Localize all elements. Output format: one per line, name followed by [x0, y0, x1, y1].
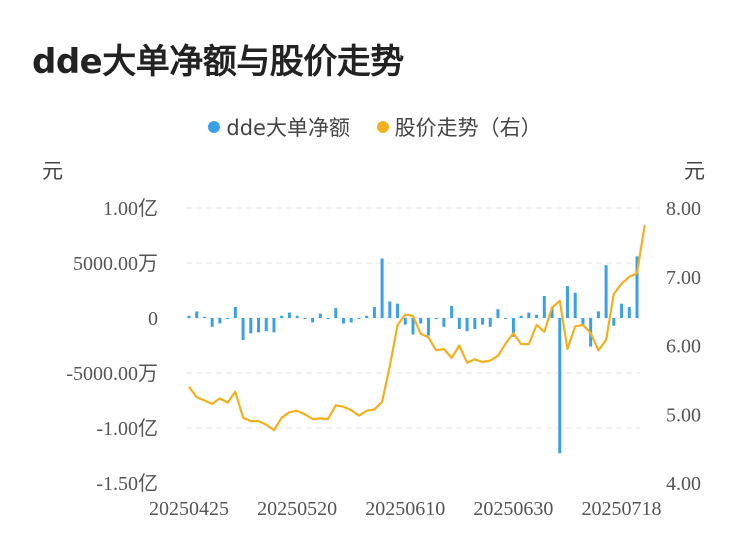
axis-labels: 1.00亿 5000.00万 0 -5000.00万 -1.00亿 -1.50亿 8.00 7…	[42, 159, 705, 520]
bar	[218, 318, 222, 324]
y-right-tick-label: 8.00	[666, 198, 701, 220]
grid-lines	[186, 207, 640, 429]
bar	[589, 318, 593, 347]
bar	[303, 318, 307, 319]
bar	[542, 296, 546, 318]
bar	[372, 307, 376, 318]
bar	[535, 314, 539, 318]
bar	[419, 318, 423, 324]
x-tick-label: 20250425	[149, 498, 229, 520]
bar	[349, 318, 353, 323]
bar	[558, 318, 562, 454]
y-left-tick-label: 5000.00万	[73, 253, 158, 275]
bar	[627, 307, 631, 318]
bar	[596, 311, 600, 318]
bar	[396, 303, 400, 318]
bar	[620, 303, 624, 318]
bar	[210, 318, 214, 327]
bar	[187, 315, 191, 318]
bar	[573, 292, 577, 318]
bar	[257, 318, 261, 333]
bar	[233, 307, 237, 318]
bar	[434, 318, 438, 319]
bar	[527, 312, 531, 318]
bar	[380, 258, 384, 318]
legend-item-price[interactable]: 股价走势（右）	[376, 112, 542, 142]
bar	[604, 265, 608, 318]
bar	[403, 318, 407, 325]
bar	[426, 318, 430, 336]
legend-label-dde: dde大单净额	[226, 116, 350, 140]
y-left-tick-label: -1.00亿	[96, 417, 158, 440]
bar	[388, 301, 392, 318]
bar	[565, 286, 569, 318]
bar	[318, 313, 322, 318]
bar	[341, 318, 345, 324]
bar	[202, 316, 206, 318]
y-right-unit: 元	[684, 159, 705, 183]
bar	[287, 312, 291, 318]
bar	[481, 318, 485, 325]
bar	[504, 318, 508, 319]
bar-series	[187, 256, 639, 454]
y-left-unit: 元	[42, 159, 63, 183]
y-right-tick-label: 5.00	[666, 404, 701, 426]
bar	[249, 318, 253, 334]
legend-item-dde[interactable]: dde大单净额	[208, 112, 350, 142]
bar	[280, 315, 284, 318]
bar	[272, 318, 276, 333]
bar	[612, 318, 616, 326]
bar	[511, 318, 515, 337]
bar	[442, 318, 446, 327]
bar	[357, 318, 361, 319]
bar	[334, 308, 338, 318]
y-right-tick-label: 6.00	[666, 336, 701, 358]
bar	[241, 318, 245, 340]
bar	[411, 318, 415, 335]
bar	[195, 311, 199, 318]
y-left-tick-label: 0	[148, 308, 158, 330]
bar	[519, 315, 523, 318]
line-series	[188, 225, 646, 432]
bar	[326, 318, 330, 320]
bar	[496, 309, 500, 318]
bar	[550, 307, 554, 318]
x-tick-label: 20250630	[473, 498, 553, 520]
legend-label-price: 股价走势（右）	[394, 116, 542, 140]
legend-dot-price	[376, 121, 389, 133]
bar	[264, 318, 268, 332]
bar	[488, 318, 492, 327]
y-left-tick-label: -1.50亿	[96, 472, 158, 495]
bar	[365, 315, 369, 318]
y-right-tick-label: 7.00	[666, 267, 701, 289]
bar	[295, 315, 299, 318]
bar	[465, 318, 469, 332]
x-tick-label: 20250610	[365, 498, 445, 520]
y-left-tick-label: 1.00亿	[103, 197, 158, 220]
legend: dde大单净额 股价走势（右）	[0, 112, 750, 142]
y-right-tick-label: 4.00	[666, 473, 701, 495]
legend-dot-dde	[208, 121, 221, 133]
bar	[635, 256, 639, 318]
y-left-tick-label: -5000.00万	[66, 363, 158, 385]
bar	[581, 318, 585, 326]
bar	[450, 305, 454, 318]
price-line	[188, 225, 646, 432]
x-tick-label: 20250520	[257, 498, 337, 520]
x-tick-label: 20250718	[582, 498, 662, 520]
bar	[457, 318, 461, 329]
bar	[311, 318, 315, 323]
bar	[473, 318, 477, 329]
bar	[226, 318, 230, 319]
chart-title: dde大单净额与股价走势	[32, 42, 404, 82]
